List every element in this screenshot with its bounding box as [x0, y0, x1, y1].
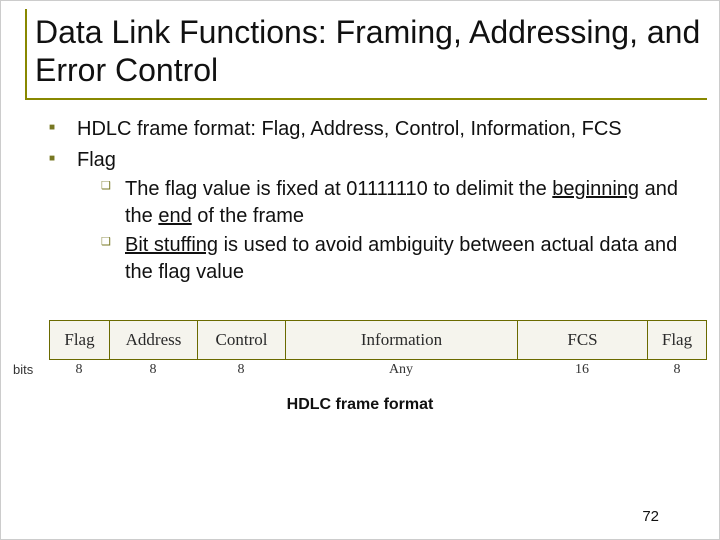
bits-flag: 8 [49, 362, 109, 378]
title-container: Data Link Functions: Framing, Addressing… [25, 9, 707, 100]
bullet-list: HDLC frame format: Flag, Address, Contro… [49, 116, 691, 286]
bits-cells: 8 8 8 Any 16 8 [49, 362, 707, 378]
bullet-text: Flag [77, 149, 116, 171]
bits-flag-end: 8 [647, 362, 707, 378]
underlined-text: end [158, 205, 191, 227]
bits-information: Any [285, 362, 517, 378]
bullet-text: HDLC frame format: Flag, Address, Contro… [77, 118, 622, 140]
text-run: The flag value is fixed at 01111110 to d… [125, 178, 552, 200]
slide-title: Data Link Functions: Framing, Addressing… [35, 13, 707, 90]
bits-row-label: bits [13, 362, 49, 378]
bits-address: 8 [109, 362, 197, 378]
frame-cells: Flag Address Control Information FCS Fla… [49, 320, 707, 360]
cell-flag: Flag [49, 320, 109, 360]
underlined-text: beginning [552, 178, 639, 200]
cell-flag-end: Flag [647, 320, 707, 360]
cell-information: Information [285, 320, 517, 360]
bits-control: 8 [197, 362, 285, 378]
cell-control: Control [197, 320, 285, 360]
slide-body: HDLC frame format: Flag, Address, Contro… [1, 100, 719, 286]
cell-address: Address [109, 320, 197, 360]
slide: Data Link Functions: Framing, Addressing… [0, 0, 720, 540]
figure-caption: HDLC frame format [13, 396, 707, 414]
page-number: 72 [642, 508, 659, 525]
bullet-item: Flag The flag value is fixed at 01111110… [49, 147, 691, 286]
bullet-item: HDLC frame format: Flag, Address, Contro… [49, 116, 691, 143]
bits-row: bits 8 8 8 Any 16 8 [13, 362, 707, 378]
underlined-text: Bit stuffing [125, 234, 218, 256]
bits-fcs: 16 [517, 362, 647, 378]
cell-fcs: FCS [517, 320, 647, 360]
sub-bullet-item: The flag value is fixed at 01111110 to d… [101, 176, 691, 230]
hdlc-frame-figure: Flag Address Control Information FCS Fla… [13, 320, 707, 414]
sub-bullet-list: The flag value is fixed at 01111110 to d… [101, 176, 691, 286]
frame-row: Flag Address Control Information FCS Fla… [13, 320, 707, 360]
text-run: of the frame [192, 205, 304, 227]
sub-bullet-item: Bit stuffing is used to avoid ambiguity … [101, 232, 691, 286]
bits-label [13, 320, 49, 360]
